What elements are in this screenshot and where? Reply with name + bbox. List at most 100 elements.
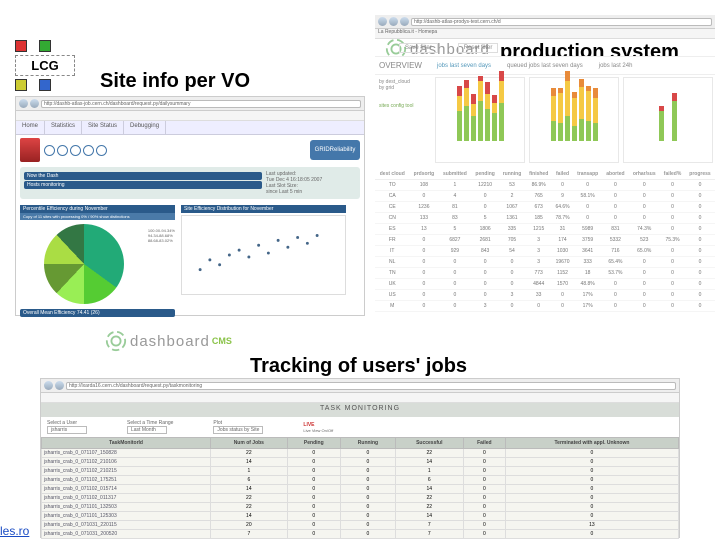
table-row[interactable]: jsharris_crab_0_071102_21010614001400 xyxy=(42,458,679,467)
filter-live: LIVE Live View On/Off xyxy=(303,422,333,433)
chart-side-links: by dest_cloud by grid sites config tool xyxy=(375,75,433,165)
table-row[interactable]: US000333017%0000 xyxy=(375,290,715,301)
table-row[interactable]: jsharris_crab_0_071031_200520700700 xyxy=(42,530,679,539)
url-bar[interactable]: http://dashb-atlas-job.cern.ch/dashboard… xyxy=(41,100,361,108)
nav-back-icon[interactable] xyxy=(378,17,387,26)
dashboard-swirl-icon xyxy=(105,330,127,352)
charts-row: Percentile Efficiency during November Co… xyxy=(16,201,364,322)
table-row[interactable]: TO1081122105386.9%000000 xyxy=(375,180,715,191)
pie-chart xyxy=(44,224,124,304)
ov-tab[interactable]: jobs last 24h xyxy=(595,61,637,71)
overview-label: OVERVIEW xyxy=(375,61,433,70)
task-table: TaskMonitorIdNum of JobsPendingRunningSu… xyxy=(41,437,679,539)
nav-fwd-icon[interactable] xyxy=(55,381,64,390)
pie-title: Percentile Efficiency during November xyxy=(20,205,175,213)
filter-plot: Plot Jobs status by Site xyxy=(213,420,263,434)
heading-site-info: Site info per VO xyxy=(100,70,250,93)
user-select[interactable]: jsharris xyxy=(47,426,87,434)
nav-fwd-icon[interactable] xyxy=(30,99,39,108)
info-timestamps: Last updated: Tue Dec 4 16:18:05 2007 La… xyxy=(266,171,356,195)
logo-square xyxy=(15,79,27,91)
lcg-label: LCG xyxy=(15,55,75,76)
url-bar[interactable]: http://lxarda16.cern.ch/dashboard/reques… xyxy=(66,382,676,390)
ov-tab[interactable]: queued jobs last seven days xyxy=(503,61,587,71)
table-row[interactable]: ES1351806335121531598983174.3%00 xyxy=(375,224,715,235)
footer-link[interactable]: les.ro xyxy=(0,524,29,538)
efficiency-strip: Overall Mean Efficiency 74.41 (26) xyxy=(20,309,175,317)
tab-status[interactable]: Site Status xyxy=(82,121,124,134)
scatter-title: Site Efficiency Distribution for Novembe… xyxy=(181,205,346,213)
vo-circles xyxy=(44,145,107,156)
table-row[interactable]: M00300017%0000 xyxy=(375,301,715,312)
browser-tab-row: La Repubblica.it - Homepa xyxy=(375,29,715,39)
table-row[interactable]: CA0402765958.1%0000 xyxy=(375,191,715,202)
monitor-data-table: dest cloudprdsortgsubmittedpendingrunnin… xyxy=(375,169,715,312)
table-row[interactable]: jsharris_crab_0_071102_210215100100 xyxy=(42,467,679,476)
browser-toolbar: http://dashb-atlas-job.cern.ch/dashboard… xyxy=(16,97,364,111)
site-tabs: Home Statistics Site Status Debugging xyxy=(16,121,364,135)
plot-select[interactable]: Jobs status by Site xyxy=(213,426,263,434)
vo-circle-icon[interactable] xyxy=(83,145,94,156)
panel-monitor: http://dashb-atlas-prodys-test.cern.ch/d… xyxy=(375,15,715,325)
heading-tracking: Tracking of users' jobs xyxy=(250,355,467,378)
table-row[interactable]: jsharris_crab_0_071101_12530314001400 xyxy=(42,512,679,521)
browser-tabs xyxy=(41,393,679,403)
table-row[interactable]: NL000031967033365.4%000 xyxy=(375,257,715,268)
tab-home[interactable]: Home xyxy=(16,121,45,134)
mini-chart-1 xyxy=(435,77,525,163)
pie-chart-box: Percentile Efficiency during November Co… xyxy=(20,205,175,318)
mini-charts-row: by dest_cloud by grid sites config tool xyxy=(375,75,715,165)
info-strip: Now the Dash xyxy=(24,172,262,180)
nav-reload-icon[interactable] xyxy=(400,17,409,26)
task-monitoring-title: TASK MONITORING xyxy=(41,403,679,417)
time-select[interactable]: Last Month xyxy=(127,426,167,434)
dashboard-logo-cms: dashboard CMS xyxy=(105,330,232,352)
url-bar[interactable]: http://dashb-atlas-prodys-test.cern.ch/d xyxy=(411,18,712,26)
table-row[interactable]: FR06827268170531743759533252375.3%0 xyxy=(375,235,715,246)
vo-circle-icon[interactable] xyxy=(44,145,55,156)
browser-toolbar: http://dashb-atlas-prodys-test.cern.ch/d xyxy=(375,15,715,29)
logo-square xyxy=(39,40,51,52)
vo-circle-icon[interactable] xyxy=(57,145,68,156)
save-filter-button[interactable]: Save filter xyxy=(399,43,438,53)
scatter-chart-box: Site Efficiency Distribution for Novembe… xyxy=(181,205,346,318)
task-filters: Select a User jsharris Select a Time Ran… xyxy=(41,417,679,437)
lcg-logo: LCG xyxy=(15,40,75,91)
overview-tabs: OVERVIEW jobs last seven days queued job… xyxy=(375,57,715,75)
browser-toolbar: http://lxarda16.cern.ch/dashboard/reques… xyxy=(41,379,679,393)
nav-back-icon[interactable] xyxy=(19,99,28,108)
table-row[interactable]: jsharris_crab_0_071102_01571414001400 xyxy=(42,485,679,494)
logo-square xyxy=(15,40,27,52)
table-row[interactable]: jsharris_crab_0_071107_15082822002200 xyxy=(42,449,679,458)
info-strip: Hosts monitoring xyxy=(24,181,262,189)
filter-user: Select a User jsharris xyxy=(47,420,87,434)
mini-chart-2 xyxy=(529,77,619,163)
ov-tab[interactable]: jobs last seven days xyxy=(433,61,495,71)
table-row[interactable]: CE1236810106767364.6%00000 xyxy=(375,202,715,213)
table-row[interactable]: jsharris_crab_0_071102_175251600600 xyxy=(42,476,679,485)
pie-legend: 100.00-94.34% 94.34-88.68% 88.68-83.02% xyxy=(148,220,175,308)
scatter-chart xyxy=(181,215,346,295)
table-row[interactable]: jsharris_crab_0_071102_01131722002200 xyxy=(42,494,679,503)
vo-circle-icon[interactable] xyxy=(70,145,81,156)
table-row[interactable]: jsharris_crab_0_071101_13250322002200 xyxy=(42,503,679,512)
panel-site-info: http://dashb-atlas-job.cern.ch/dashboard… xyxy=(15,96,365,316)
nav-fwd-icon[interactable] xyxy=(389,17,398,26)
vo-circle-icon[interactable] xyxy=(96,145,107,156)
panel-tracking: http://lxarda16.cern.ch/dashboard/reques… xyxy=(40,378,680,538)
table-row[interactable]: TN000077311521853.7%000 xyxy=(375,268,715,279)
table-row[interactable]: jsharris_crab_0_071031_22011520007013 xyxy=(42,521,679,530)
logo-square xyxy=(39,79,51,91)
nav-back-icon[interactable] xyxy=(44,381,53,390)
alice-logo-icon xyxy=(20,138,40,162)
tab-debug[interactable]: Debugging xyxy=(124,121,166,134)
browser-tabs xyxy=(16,111,364,121)
table-row[interactable]: UK00004844157048.8%0000 xyxy=(375,279,715,290)
table-row[interactable]: CN133835136118578.7%00000 xyxy=(375,213,715,224)
alice-header-row: GRIDReliability xyxy=(16,135,364,165)
tab-stats[interactable]: Statistics xyxy=(45,121,82,134)
filter-time: Select a Time Range Last Month xyxy=(127,420,173,434)
reset-filter-button[interactable]: Reset filter xyxy=(458,43,499,53)
table-row[interactable]: IT09298435431030364171665.0%00 xyxy=(375,246,715,257)
grid-reliability-badge: GRIDReliability xyxy=(310,140,360,160)
